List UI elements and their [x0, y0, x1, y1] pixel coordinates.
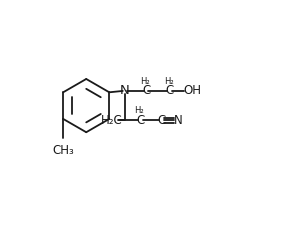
Text: H₂: H₂	[134, 106, 144, 115]
Text: C: C	[136, 114, 145, 127]
Text: OH: OH	[183, 84, 201, 97]
Text: CH₃: CH₃	[52, 144, 74, 157]
Text: C: C	[142, 84, 150, 97]
Text: C: C	[157, 114, 166, 127]
Text: H₂: H₂	[164, 77, 173, 86]
Text: H₂C: H₂C	[101, 114, 123, 127]
Text: C: C	[166, 84, 174, 97]
Text: H₂: H₂	[140, 77, 150, 86]
Text: N: N	[120, 84, 129, 97]
Text: N: N	[174, 114, 183, 127]
